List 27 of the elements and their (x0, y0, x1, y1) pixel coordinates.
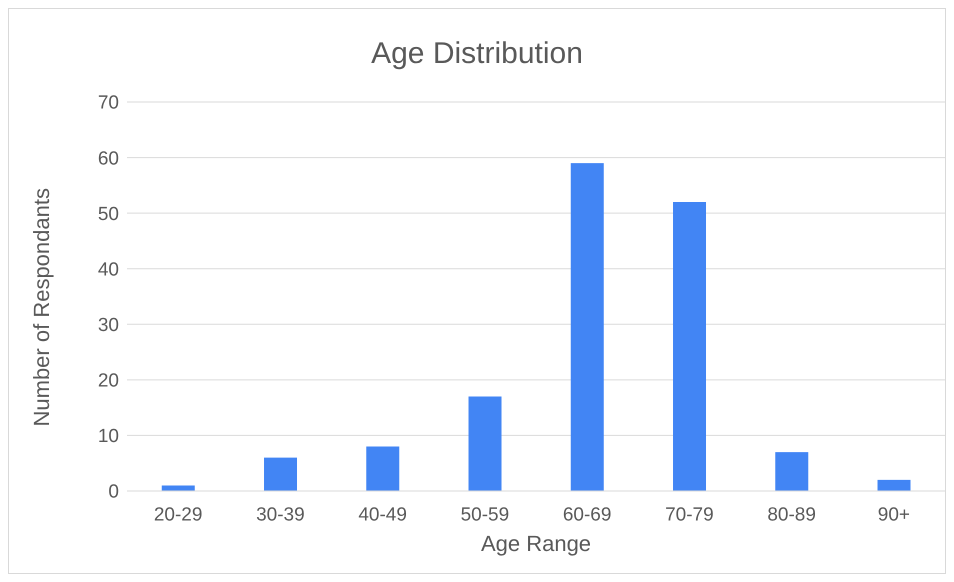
x-tick-label: 70-79 (665, 504, 714, 526)
bar (468, 396, 502, 491)
y-tick-label: 40 (98, 259, 119, 280)
chart-title: Age Distribution (370, 37, 584, 71)
x-tick-label: 90+ (878, 504, 910, 526)
x-tick-label: 40-49 (358, 504, 407, 526)
bar (673, 202, 706, 491)
x-axis-title: Age Range (480, 531, 592, 556)
y-axis-title: Number of Respondants (28, 188, 54, 426)
y-tick-label: 30 (98, 315, 119, 336)
x-tick-label: 60-69 (562, 504, 612, 526)
bar (878, 480, 911, 491)
bar (570, 163, 604, 491)
y-tick-label: 0 (108, 482, 119, 503)
y-tick-label: 20 (98, 370, 119, 392)
x-tick-label: 50-59 (460, 504, 510, 526)
y-tick-label: 50 (98, 204, 119, 225)
x-tick-label: 20-29 (154, 504, 202, 526)
x-tick-label: 30-39 (256, 504, 305, 526)
y-tick-label: 60 (98, 148, 119, 170)
y-tick-label: 10 (98, 426, 119, 448)
x-tick-label: 80-89 (767, 504, 816, 526)
bar (775, 452, 808, 491)
bar (264, 458, 298, 491)
bar (162, 485, 195, 491)
y-tick-label: 70 (98, 92, 119, 114)
bar (366, 446, 400, 491)
